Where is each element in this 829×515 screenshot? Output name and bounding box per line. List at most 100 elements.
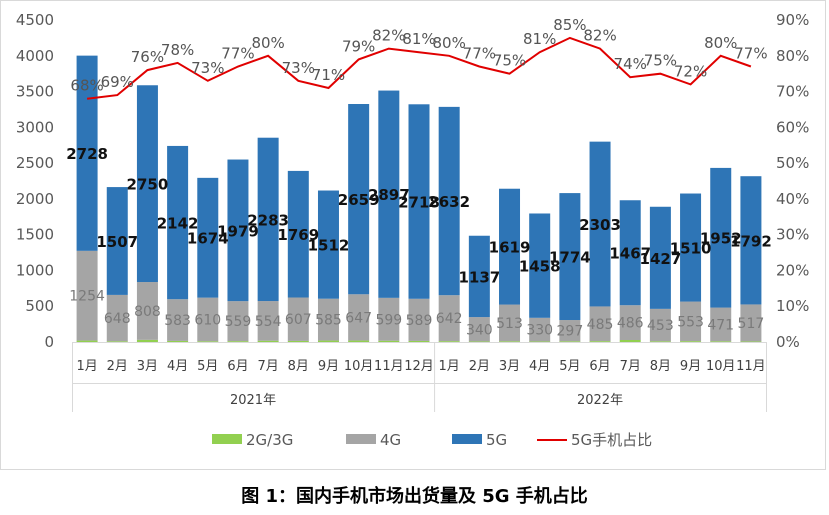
label-5g: 2283 xyxy=(247,211,289,229)
bar-2g3g-segment xyxy=(287,340,309,342)
y2-tick-label: 20% xyxy=(776,261,809,279)
category-label: 10月 xyxy=(706,359,736,374)
bar-4g-segment xyxy=(680,301,702,342)
bar-5g-segment xyxy=(197,177,219,298)
label-4g: 453 xyxy=(647,318,674,334)
label-4g: 297 xyxy=(557,324,584,340)
label-share: 76% xyxy=(131,48,164,66)
bar-2g3g-segment xyxy=(167,340,189,342)
label-4g: 808 xyxy=(134,304,161,320)
label-share: 80% xyxy=(251,34,284,52)
bar-4g-segment xyxy=(378,297,400,341)
label-share: 78% xyxy=(161,41,194,59)
category-label: 8月 xyxy=(650,359,671,374)
bar-5g-segment xyxy=(499,188,521,305)
category-label: 1月 xyxy=(439,359,460,374)
y2-tick-label: 50% xyxy=(776,154,809,172)
bar-4g-segment xyxy=(468,317,490,342)
label-4g: 610 xyxy=(194,312,221,328)
label-5g: 1458 xyxy=(519,258,561,276)
bar-4g-segment xyxy=(559,320,581,342)
category-label: 4月 xyxy=(167,359,188,374)
bar-5g-segment xyxy=(740,176,762,305)
category-label: 3月 xyxy=(499,359,520,374)
label-share: 81% xyxy=(402,30,435,48)
bar-4g-segment xyxy=(619,305,641,340)
bar-4g-segment xyxy=(348,294,370,341)
y2-tick-label: 80% xyxy=(776,47,809,65)
bar-5g-segment xyxy=(438,106,460,296)
label-4g: 553 xyxy=(677,314,704,330)
category-label: 4月 xyxy=(529,359,550,374)
category-label: 2月 xyxy=(107,359,128,374)
year-label: 2022年 xyxy=(577,393,623,408)
y2-tick-label: 90% xyxy=(776,11,809,29)
year-label: 2021年 xyxy=(230,393,276,408)
bar-5g-segment xyxy=(227,159,249,302)
bar-5g-segment xyxy=(468,235,490,318)
label-4g: 1254 xyxy=(69,289,105,305)
label-4g: 559 xyxy=(225,314,252,330)
label-4g: 607 xyxy=(285,312,312,328)
bar-2g3g-segment xyxy=(619,339,641,342)
bar-5g-segment xyxy=(348,104,370,295)
bar-2g3g-segment xyxy=(317,340,339,342)
bar-2g3g-segment xyxy=(227,341,249,342)
label-5g: 1979 xyxy=(217,222,259,240)
label-share: 69% xyxy=(101,73,134,91)
label-share: 85% xyxy=(553,16,586,34)
category-label: 9月 xyxy=(680,359,701,374)
label-5g: 1467 xyxy=(609,245,651,263)
label-share: 77% xyxy=(734,45,767,63)
label-share: 79% xyxy=(342,37,375,55)
label-share: 68% xyxy=(70,77,103,95)
label-4g: 599 xyxy=(375,312,402,328)
bar-4g-segment xyxy=(257,301,279,341)
label-4g: 583 xyxy=(164,313,191,329)
y2-tick-label: 60% xyxy=(776,118,809,136)
label-5g: 2303 xyxy=(579,216,621,234)
legend-label: 5G手机占比 xyxy=(571,431,652,449)
label-5g: 2750 xyxy=(127,176,169,194)
y2-tick-label: 40% xyxy=(776,190,809,208)
bar-2g3g-segment xyxy=(348,340,370,342)
category-label: 5月 xyxy=(559,359,580,374)
label-share: 73% xyxy=(191,59,224,77)
bar-2g3g-segment xyxy=(468,341,490,342)
bar-5g-segment xyxy=(76,55,98,251)
label-4g: 486 xyxy=(617,316,644,332)
y-tick-label: 4000 xyxy=(16,47,54,65)
bar-4g-segment xyxy=(438,295,460,342)
y2-tick-label: 30% xyxy=(776,226,809,244)
bar-5g-segment xyxy=(649,206,671,309)
bar-2g3g-segment xyxy=(136,339,158,342)
label-5g: 1619 xyxy=(489,239,531,257)
bar-5g-segment xyxy=(619,200,641,306)
bar-5g-segment xyxy=(378,90,400,298)
label-5g: 1952 xyxy=(700,230,742,248)
label-4g: 330 xyxy=(526,323,553,339)
y2-tick-label: 10% xyxy=(776,297,809,315)
bar-4g-segment xyxy=(529,317,551,342)
bar-4g-segment xyxy=(167,299,189,341)
label-5g: 2718 xyxy=(398,194,440,212)
bar-5g-segment xyxy=(167,145,189,300)
category-label: 8月 xyxy=(288,359,309,374)
label-4g: 340 xyxy=(466,322,493,338)
label-share: 74% xyxy=(614,55,647,73)
category-label: 11月 xyxy=(736,359,766,374)
bar-4g-segment xyxy=(649,308,671,342)
bar-2g3g-segment xyxy=(499,341,521,342)
y2-tick-label: 70% xyxy=(776,83,809,101)
y-tick-label: 2000 xyxy=(16,190,54,208)
category-label: 1月 xyxy=(76,359,97,374)
bar-5g-segment xyxy=(529,213,551,318)
bar-2g3g-segment xyxy=(529,341,551,342)
label-share: 80% xyxy=(433,34,466,52)
y-tick-label: 500 xyxy=(25,297,54,315)
bar-5g-segment xyxy=(257,137,279,302)
label-4g: 485 xyxy=(587,317,614,333)
y-tick-label: 1500 xyxy=(16,226,54,244)
y-tick-label: 2500 xyxy=(16,154,54,172)
label-5g: 1674 xyxy=(187,230,229,248)
